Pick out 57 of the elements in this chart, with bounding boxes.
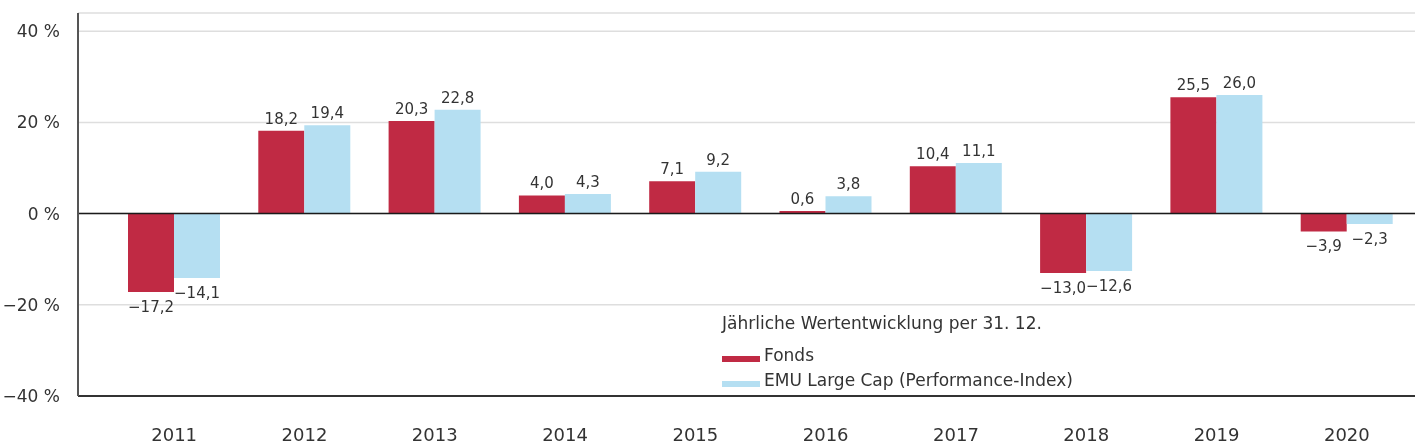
data-label: 4,3 [575,173,600,192]
data-label: 26,0 [1222,74,1257,93]
data-label: 9,2 [706,150,731,169]
bar [649,181,696,214]
bar [695,171,742,214]
legend-title: Jährliche Wertentwicklung per 31. 12. [722,313,1043,333]
x-tick-label: 2011 [151,423,198,442]
bar [258,130,305,214]
data-label: 22,8 [440,88,475,107]
data-label: 20,3 [394,100,429,119]
bar [1040,213,1087,273]
data-label: −17,2 [128,298,174,317]
data-label: 11,1 [962,142,996,161]
bar [434,109,481,214]
data-label: −2,3 [1351,230,1388,249]
y-tick-label: −40 % [2,386,60,407]
data-label: 10,4 [916,145,950,164]
y-tick-label: 20 % [16,112,60,133]
bar [825,196,872,214]
x-tick-label: 2012 [281,423,328,442]
data-label: 18,2 [264,109,298,128]
data-label: 4,0 [529,174,554,193]
y-tick-label: −20 % [2,294,60,315]
x-tick-label: 2019 [1193,423,1240,442]
bar [518,195,565,214]
x-tick-label: 2015 [672,423,719,442]
data-label: 0,6 [790,189,815,208]
legend-label: EMU Large Cap (Performance-Index) [764,370,1073,390]
x-tick-label: 2013 [411,423,458,442]
bar [304,125,351,214]
x-tick-label: 2014 [542,423,588,442]
data-label: 19,4 [310,104,344,123]
x-tick-label: 2018 [1063,423,1110,442]
data-label: −3,9 [1305,237,1342,256]
data-label: −14,1 [174,283,220,302]
data-label: 7,1 [660,160,685,179]
bar [174,213,220,278]
x-tick-label: 2017 [933,423,979,442]
bar [128,213,174,293]
bar [564,194,611,214]
bar [1170,97,1217,214]
data-label: −12,6 [1086,277,1133,296]
data-label: 25,5 [1176,76,1211,95]
bar [388,121,435,214]
bar [1086,213,1133,272]
bar [909,166,956,214]
bar [955,163,1002,214]
bar [1300,213,1347,232]
data-label: −13,0 [1040,278,1087,297]
bar [1216,95,1263,214]
legend-label: Fonds [764,345,814,365]
x-tick-label: 2016 [802,423,849,442]
y-tick-label: 0 % [27,203,60,224]
data-label: 3,8 [836,175,861,194]
x-tick-label: 2020 [1323,423,1370,442]
y-tick-label: 40 % [16,21,60,42]
bar [1346,213,1393,225]
